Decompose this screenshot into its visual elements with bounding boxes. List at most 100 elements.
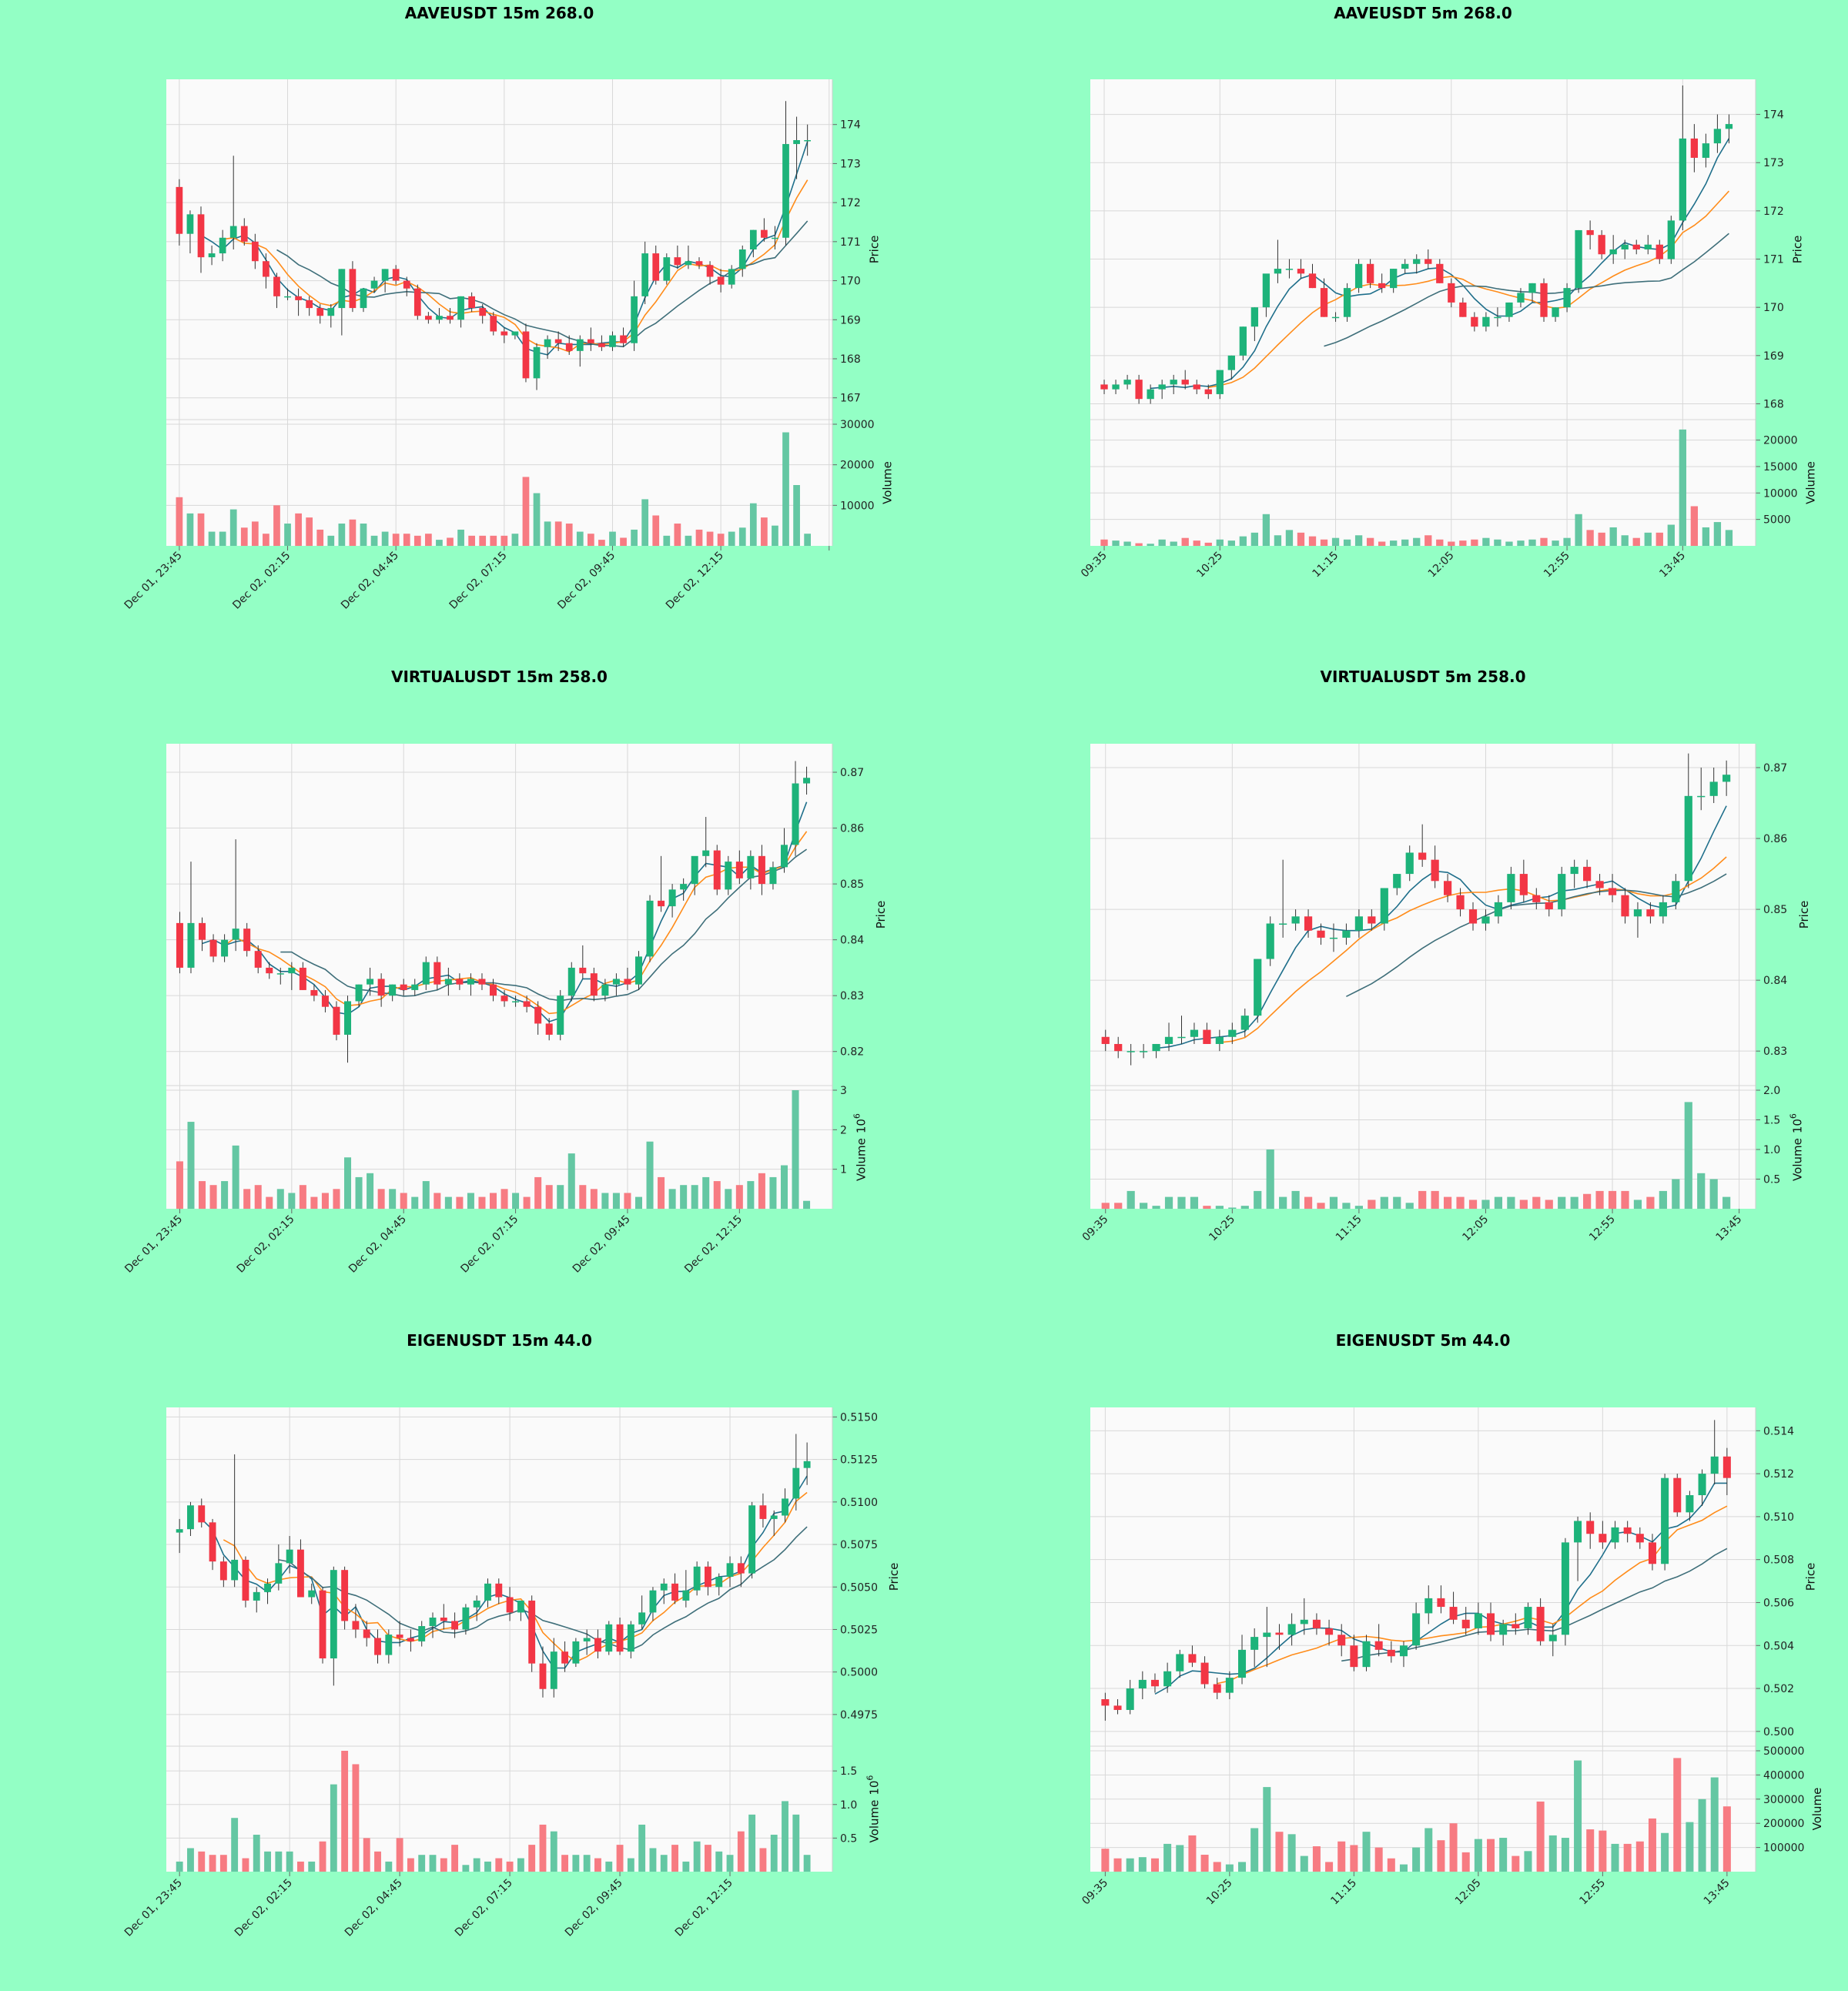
volume-bar (1378, 541, 1386, 546)
x-tick-label: Dec 02, 09:45 (571, 1213, 633, 1276)
volume-bar (685, 535, 692, 546)
volume-bar (1648, 1818, 1656, 1872)
volume-bar (1621, 1190, 1629, 1209)
volume-bar (758, 1173, 765, 1209)
volume-bar (1390, 540, 1398, 546)
volume-bar (1524, 1851, 1532, 1872)
volume-bar (782, 1801, 788, 1872)
x-tick-label: Dec 02, 04:45 (343, 1877, 405, 1939)
volume-bar (1413, 537, 1421, 546)
candle-body (1672, 881, 1680, 902)
candle-body (240, 226, 248, 242)
volume-bar (576, 531, 584, 546)
volume-axis-label: Volume (1804, 461, 1818, 504)
volume-bar (561, 1855, 569, 1872)
candle-body (467, 979, 474, 985)
volume-bar (1291, 1190, 1300, 1209)
chart-panel: EIGENUSDT 5m 44.0 09:35 10:25 11:15 12:05 12:… (1080, 1331, 1824, 1907)
x-tick-label: Dec 02, 02:15 (230, 550, 293, 612)
volume-bar (717, 534, 725, 546)
volume-bar (429, 1855, 437, 1872)
volume-bar (231, 1818, 239, 1872)
candle-body (1285, 269, 1294, 270)
candle-body (1238, 1649, 1247, 1678)
volume-bar (489, 1193, 497, 1209)
volume-bar (1598, 532, 1605, 546)
volume-bar (1608, 1190, 1617, 1209)
candle-body (583, 1638, 591, 1641)
volume-bar (1114, 1203, 1123, 1209)
volume-bar (1350, 1845, 1358, 1872)
chart-title: VIRTUALUSDT 5m 258.0 (1320, 668, 1525, 686)
candle-body (1512, 1624, 1520, 1628)
candle-body (680, 884, 688, 890)
price-tick-label: 0.86 (840, 823, 864, 835)
volume-bar (674, 524, 681, 546)
candle-body (1181, 380, 1189, 385)
candle-body (1213, 1684, 1221, 1693)
volume-bar (587, 534, 594, 546)
volume-bar (1354, 535, 1363, 546)
volume-bar (1672, 1179, 1680, 1209)
price-tick-label: 172 (1763, 206, 1784, 218)
candle-body (1548, 1635, 1557, 1641)
candle-body (363, 1629, 370, 1638)
volume-bar (296, 1861, 304, 1872)
volume-tick-label: 30000 (840, 419, 875, 431)
volume-bar (1216, 539, 1224, 546)
volume-bar (512, 1193, 520, 1209)
volume-bar (715, 1851, 723, 1872)
candle-body (598, 343, 605, 347)
candle-body (490, 316, 497, 332)
candle-body (1250, 307, 1259, 327)
candle-body (534, 1006, 542, 1024)
volume-tick-label: 20000 (840, 460, 875, 472)
candle-body (1570, 866, 1578, 875)
volume-bar (413, 535, 421, 546)
price-tick-label: 172 (840, 197, 861, 209)
candle-body (506, 1597, 514, 1613)
volume-bar (1393, 1196, 1401, 1209)
volume-bar (306, 517, 313, 546)
candle-body (726, 1563, 734, 1577)
volume-bar (631, 529, 638, 546)
volume-bar (1354, 1206, 1363, 1209)
candle-body (792, 1467, 800, 1499)
volume-bar (634, 1196, 643, 1209)
x-tick-label: Dec 02, 12:15 (664, 550, 726, 612)
candle-body (1519, 874, 1528, 895)
x-tick-label: 12:05 (1460, 1213, 1491, 1244)
candle-body (1304, 916, 1313, 931)
x-tick-label: 12:55 (1587, 1213, 1618, 1244)
candle-body (728, 269, 735, 285)
volume-bar (363, 1838, 370, 1872)
volume-bar (1113, 1858, 1122, 1872)
candle-body (316, 308, 324, 316)
volume-bar (605, 1861, 613, 1872)
volume-tick-label: 500000 (1763, 1745, 1804, 1758)
candle-body (392, 269, 400, 281)
candle-body (693, 1566, 701, 1591)
volume-bar (590, 1189, 598, 1209)
volume-bar (1412, 1847, 1421, 1872)
candle-body (321, 996, 329, 1007)
candle-body (663, 257, 671, 281)
volume-bar (544, 521, 551, 546)
moving-average-line (280, 848, 808, 1002)
volume-tick-label: 1 (840, 1164, 847, 1176)
volume-exponent: 6 (865, 1775, 875, 1781)
candle-body (352, 1621, 360, 1630)
volume-bar (1725, 530, 1733, 546)
volume-bar (451, 1845, 459, 1872)
volume-bar (658, 1176, 665, 1209)
volume-bar (1586, 530, 1594, 546)
price-tick-label: 0.504 (1763, 1640, 1794, 1652)
volume-tick-label: 200000 (1763, 1818, 1804, 1830)
volume-bar (1686, 1822, 1694, 1872)
candle-body (1574, 1521, 1582, 1543)
candle-body (319, 1590, 326, 1658)
volume-bar (500, 535, 508, 546)
candle-body (652, 253, 660, 281)
volume-axis-label-text: Volume (1804, 461, 1818, 504)
x-tick-label: Dec 02, 12:15 (673, 1877, 735, 1939)
